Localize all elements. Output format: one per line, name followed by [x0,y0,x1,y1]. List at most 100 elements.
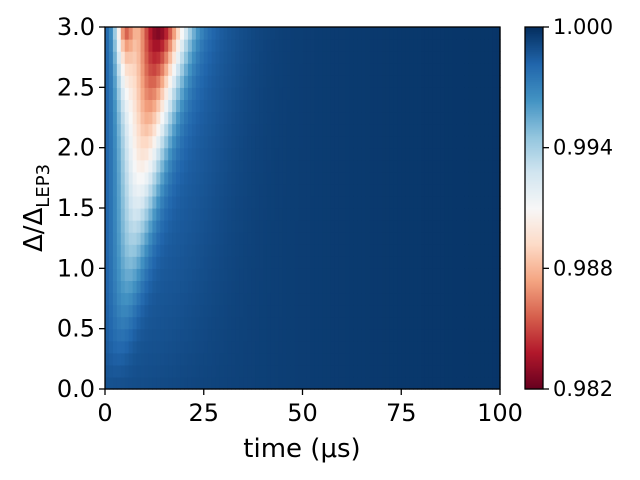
heatmap-cell [405,39,410,52]
heatmap-cell [160,183,165,197]
heatmap-cell [239,232,244,245]
heatmap-cell [164,87,169,100]
heatmap-cell [448,256,454,269]
heatmap-cell [231,51,236,64]
heatmap-cell [405,159,410,173]
heatmap-cell [136,352,142,366]
heatmap-cell [428,51,434,64]
heatmap-cell [274,280,280,294]
heatmap-cell [219,292,225,306]
colorbar-tick-label: 1.000 [553,15,613,39]
heatmap-cell [211,87,217,100]
heatmap-cell [255,147,260,161]
heatmap-cell [456,75,462,88]
heatmap-cell [302,376,308,390]
heatmap-cell [381,340,387,354]
heatmap-cell [432,340,438,354]
heatmap-cell [223,147,229,161]
heatmap-cell [306,376,311,390]
heatmap-cell [243,27,248,40]
heatmap-cell [243,75,248,88]
heatmap-cell [365,364,371,378]
heatmap-cell [187,340,193,354]
heatmap-cell [235,63,240,76]
heatmap-cell [314,99,319,113]
heatmap-cell [334,27,339,40]
heatmap-cell [389,51,394,64]
heatmap-cell [191,208,197,221]
heatmap-cell [120,183,126,197]
heatmap-cell [266,316,272,330]
heatmap-cell [282,99,288,113]
heatmap-cell [342,340,347,354]
x-tick-label: 75 [386,399,417,427]
heatmap-cell [306,268,311,281]
heatmap-cell [231,75,236,88]
heatmap-cell [310,75,315,88]
heatmap-cell [385,352,390,366]
heatmap-cell [377,208,383,221]
heatmap-cell [266,340,272,354]
colorbar-segment [525,157,543,160]
heatmap-cell [417,232,422,245]
heatmap-cell [373,364,379,378]
colorbar-segment [525,161,543,164]
heatmap-cell [306,123,311,137]
heatmap-cell [156,147,161,161]
colorbar-segment [525,317,543,320]
heatmap-cell [108,244,114,257]
heatmap-cell [342,39,347,52]
y-axis-label: Δ/ΔLEP3 [19,164,54,252]
colorbar-segment [525,387,543,390]
heatmap-cell [468,280,473,294]
heatmap-cell [318,244,323,257]
heatmap-cell [219,123,225,137]
heatmap-cell [243,39,248,52]
heatmap-cell [428,364,434,378]
colorbar-segment [525,321,543,324]
heatmap-cell [310,340,315,354]
heatmap-cell [144,63,150,76]
heatmap-cell [361,123,367,137]
heatmap-cell [432,111,438,125]
heatmap-cell [436,147,442,161]
heatmap-cell [251,147,256,161]
heatmap-cell [172,280,177,294]
heatmap-cell [401,159,406,173]
heatmap-cell [322,111,327,125]
heatmap-cell [164,135,169,149]
heatmap-cell [326,171,331,185]
heatmap-cell [357,75,363,88]
colorbar-segment [525,99,543,102]
heatmap-cell [480,87,485,100]
heatmap-cell [219,328,225,342]
heatmap-cell [195,123,201,137]
heatmap-cell [184,195,189,209]
colorbar-segment [525,247,543,250]
heatmap-cell [381,183,387,197]
heatmap-cell [168,316,173,330]
heatmap-cell [136,75,142,88]
heatmap-cell [492,280,497,294]
heatmap-cell [480,316,485,330]
heatmap-cell [349,87,355,100]
heatmap-cell [488,364,493,378]
heatmap-cell [207,111,213,125]
colorbar-segment [525,339,543,342]
heatmap-cell [128,63,134,76]
heatmap-cell [440,268,446,281]
heatmap-cell [187,220,193,233]
heatmap-cell [278,364,284,378]
heatmap-cell [286,39,292,52]
heatmap-cell [132,232,138,245]
heatmap-cell [401,195,406,209]
heatmap-cell [401,292,406,306]
heatmap-cell [223,208,229,221]
heatmap-cell [334,99,339,113]
heatmap-cell [160,63,165,76]
heatmap-cell [136,316,142,330]
heatmap-cell [239,171,244,185]
heatmap-cell [424,292,430,306]
heatmap-cell [393,123,398,137]
heatmap-cell [302,195,308,209]
